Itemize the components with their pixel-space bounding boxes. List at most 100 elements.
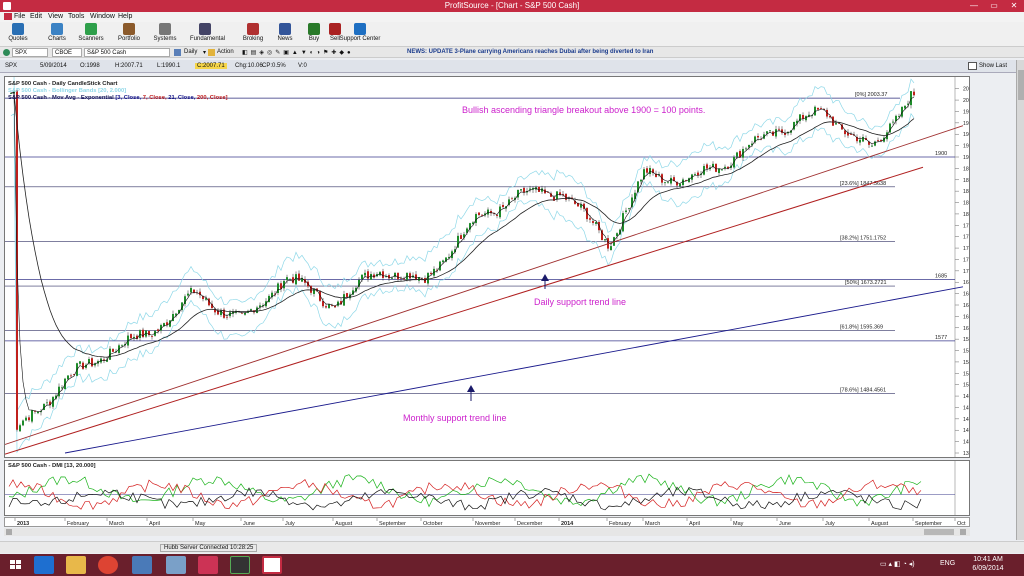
systems-icon xyxy=(159,23,171,35)
toolbar-scanners-button[interactable]: Scanners xyxy=(76,23,106,42)
clock-time[interactable]: 10:41 AM xyxy=(973,556,1003,563)
toolbar-news-button[interactable]: News xyxy=(270,23,300,42)
dmi-chart[interactable]: S&P 500 Cash - DMI [13, 20.000]40302010 xyxy=(5,461,981,515)
candle-body xyxy=(160,324,162,331)
toolbar-sell-button[interactable]: Sell xyxy=(320,23,350,42)
menu-help[interactable]: Help xyxy=(118,13,133,20)
menu-file[interactable]: File xyxy=(14,13,26,20)
candle-body xyxy=(214,308,216,313)
dmi-panel[interactable]: S&P 500 Cash - DMI [13, 20.000]40302010 xyxy=(4,460,981,516)
action-menu[interactable]: Action xyxy=(217,49,234,55)
candle-body xyxy=(907,103,909,105)
candle-body xyxy=(718,168,720,173)
candle-body xyxy=(151,335,153,337)
quote-change-pct: CP:0.5% xyxy=(262,63,286,69)
side-tab[interactable] xyxy=(1018,70,1024,100)
candle-body xyxy=(880,139,882,142)
exchange-select[interactable]: CBOE xyxy=(52,48,82,57)
chevron-down-icon[interactable]: ▾ xyxy=(203,50,207,56)
file-explorer-icon[interactable] xyxy=(66,556,86,574)
symbol-code-input[interactable]: SPX xyxy=(12,48,48,57)
daily-arrow-icon xyxy=(541,274,549,281)
menu-window[interactable]: Window xyxy=(90,13,115,20)
toolbar-fundamental-button[interactable]: Fundamental xyxy=(190,23,225,42)
toolbar-label: News xyxy=(277,36,293,42)
candle-body xyxy=(679,183,681,187)
month-label: December xyxy=(517,521,543,527)
close-button[interactable]: ✕ xyxy=(1010,1,1018,10)
candle-body xyxy=(685,180,687,181)
toolbar-support-center-button[interactable]: Support Center xyxy=(338,23,382,42)
scroll-thumb[interactable] xyxy=(924,529,954,535)
maximize-button[interactable]: ▭ xyxy=(990,1,998,10)
candle-body xyxy=(565,193,567,200)
candle-body xyxy=(673,177,675,182)
minimize-button[interactable]: — xyxy=(970,1,978,10)
candle-body xyxy=(523,187,525,193)
fib-label: [61.8%] 1595.369 xyxy=(840,324,883,330)
app-icon-7[interactable] xyxy=(230,556,250,574)
toolbar-portfolio-button[interactable]: Portfolio xyxy=(114,23,144,42)
profitsource-icon[interactable] xyxy=(262,556,282,574)
start-icon[interactable] xyxy=(6,556,26,574)
horizontal-scrollbar[interactable] xyxy=(4,528,970,536)
toolbar-quotes-button[interactable]: Quotes xyxy=(3,23,33,42)
candle-body xyxy=(148,331,150,336)
candle-body xyxy=(205,298,207,300)
candle-body xyxy=(259,305,261,308)
candle-body xyxy=(91,358,93,367)
candle-body xyxy=(415,274,417,280)
clock-date[interactable]: 6/09/2014 xyxy=(972,565,1004,572)
candle-body xyxy=(55,395,57,399)
candle-body xyxy=(367,271,369,279)
candle-body xyxy=(592,221,594,223)
candle-body xyxy=(460,235,462,239)
price-tick-label: 1980.00 xyxy=(963,109,969,115)
scroll-right-icon[interactable] xyxy=(960,529,966,535)
toolbar-charts-button[interactable]: Charts xyxy=(42,23,72,42)
scroll-left-icon[interactable] xyxy=(6,529,12,535)
right-side-panel[interactable] xyxy=(1016,60,1024,540)
candle-body xyxy=(385,276,387,278)
candle-body xyxy=(538,186,540,192)
candle-body xyxy=(169,320,171,327)
show-last-checkbox[interactable] xyxy=(968,62,977,70)
candle-body xyxy=(88,359,90,364)
tool-icons[interactable]: ◧▤◈◎✎▣▲▼◐◑⚑✚◆● xyxy=(242,50,354,56)
symbol-name-input[interactable]: S&P 500 Cash xyxy=(84,48,170,57)
candle-body xyxy=(721,169,723,171)
candle-body xyxy=(199,291,201,296)
app-icon-6[interactable] xyxy=(198,556,218,574)
menu-view[interactable]: View xyxy=(48,13,64,20)
toolbar-buy-button[interactable]: Buy xyxy=(299,23,329,42)
toolbar-systems-button[interactable]: Systems xyxy=(150,23,180,42)
candle-body xyxy=(352,290,354,295)
tray-icons[interactable]: ▭ ▴ ◧ ◔ ◂) xyxy=(880,561,915,568)
fundamental-icon xyxy=(199,23,211,35)
menu-edit[interactable]: Edit xyxy=(30,13,43,20)
period-select[interactable]: Daily xyxy=(184,49,198,55)
internet-explorer-icon[interactable] xyxy=(34,556,54,574)
candle-body xyxy=(541,188,543,192)
menu-tools[interactable]: Tools xyxy=(68,13,85,20)
month-label: June xyxy=(779,521,791,527)
toolbar-broking-button[interactable]: Broking xyxy=(238,23,268,42)
chrome-icon[interactable] xyxy=(98,556,118,574)
candle-body xyxy=(262,305,264,306)
quote-code: SPX xyxy=(5,63,18,69)
quote-close: C:2007.71 xyxy=(195,63,227,69)
candle-body xyxy=(619,229,621,235)
candle-body xyxy=(208,298,210,306)
news-ticker[interactable]: NEWS: UPDATE 3-Plane carrying Americans … xyxy=(407,49,654,55)
candle-body xyxy=(331,305,333,306)
candle-body xyxy=(436,269,438,271)
candle-body xyxy=(445,257,447,262)
candle-body xyxy=(310,285,312,293)
calculator-icon[interactable] xyxy=(132,556,152,574)
language-indicator[interactable]: ENG xyxy=(940,560,956,567)
app-icon-5[interactable] xyxy=(166,556,186,574)
price-tick-label: 1600.00 xyxy=(963,326,969,332)
